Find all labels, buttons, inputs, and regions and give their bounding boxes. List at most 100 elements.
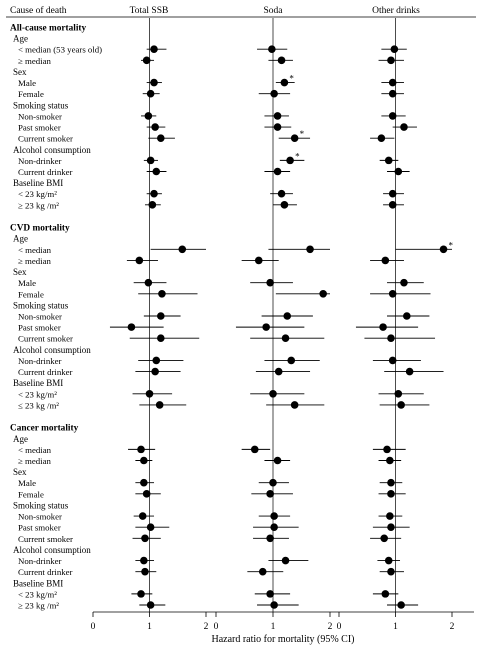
estimate-point [150, 78, 158, 87]
section-label: CVD mortality [10, 224, 70, 234]
estimate-point [146, 89, 155, 98]
estimate-point [277, 189, 286, 198]
row-label: Current drinker [18, 367, 73, 377]
estimate-point [439, 245, 448, 254]
row-label: ≤ 23 kg /m² [18, 400, 59, 410]
row-label: < median [18, 245, 52, 255]
estimate-point [384, 156, 393, 165]
x-axis-label: Hazard ratio for mortality (95% CI) [211, 634, 354, 645]
estimate-point [388, 189, 397, 198]
row-label: Male [18, 78, 36, 88]
row-label: < 23 kg/m² [18, 589, 57, 599]
estimate-point [158, 289, 166, 298]
estimate-point [387, 490, 395, 498]
estimate-point [140, 478, 148, 487]
group-label: Baseline BMI [13, 578, 63, 588]
row-label: ≥ median [18, 256, 52, 266]
estimate-point [287, 356, 296, 365]
row-label: < 23 kg/m² [18, 389, 57, 399]
estimate-point [306, 245, 314, 254]
x-tick-label: 1 [271, 622, 276, 632]
group-label: Baseline BMI [13, 378, 63, 388]
estimate-point [270, 512, 278, 520]
header-soda: Soda [264, 6, 284, 16]
group-label: Age [13, 34, 28, 44]
estimate-point [286, 156, 294, 165]
estimate-point [388, 289, 397, 298]
estimate-point [388, 112, 397, 120]
estimate-point [142, 490, 151, 498]
row-label: Non-smoker [18, 111, 62, 121]
row-label: Female [18, 289, 44, 299]
estimate-point [280, 201, 289, 209]
section-label: Cancer mortality [10, 424, 79, 434]
estimate-point [387, 56, 395, 65]
header-total-ssb: Total SSB [130, 6, 169, 16]
group-label: Smoking status [13, 100, 69, 110]
estimate-point [270, 89, 278, 98]
row-label: < median [18, 445, 52, 455]
estimate-point [280, 78, 289, 87]
group-label: Alcohol consumption [13, 145, 91, 155]
estimate-point [384, 556, 393, 565]
estimate-point [266, 590, 274, 598]
estimate-point [157, 334, 165, 343]
row-label: Current drinker [18, 567, 73, 577]
estimate-point [273, 456, 282, 465]
estimate-point [379, 323, 387, 331]
x-tick-label: 1 [393, 622, 398, 632]
estimate-point [254, 256, 263, 265]
row-label: Past smoker [18, 123, 61, 133]
estimate-point [387, 478, 395, 487]
estimate-point [377, 134, 386, 142]
estimate-point [151, 367, 159, 376]
estimate-point [137, 445, 145, 454]
group-label: Alcohol consumption [13, 345, 91, 355]
estimate-point [141, 567, 149, 576]
group-label: Smoking status [13, 300, 69, 310]
estimate-point [152, 356, 161, 365]
estimate-point [277, 56, 286, 65]
estimate-point [142, 56, 151, 65]
row-label: < median (53 years old) [18, 45, 102, 55]
estimate-point [178, 245, 187, 254]
estimate-point [262, 323, 270, 331]
estimate-point [266, 534, 274, 543]
estimate-point [138, 512, 147, 520]
row-label: Current smoker [18, 134, 73, 144]
header-other-drinks: Other drinks [372, 6, 420, 16]
row-label: ≥ median [18, 56, 52, 66]
estimate-point [150, 45, 158, 54]
estimate-point [388, 356, 397, 365]
row-label: Past smoker [18, 323, 61, 333]
estimate-point [388, 201, 397, 209]
estimate-point [146, 523, 155, 531]
estimate-point [381, 256, 390, 265]
estimate-point [397, 401, 405, 409]
estimate-point [380, 534, 389, 543]
group-label: Baseline BMI [13, 178, 63, 188]
row-label: Non-drinker [18, 556, 62, 566]
row-label: ≥ 23 kg /m² [18, 601, 59, 611]
estimate-point [258, 567, 267, 576]
x-tick-label: 0 [337, 622, 342, 632]
estimate-point [140, 456, 148, 465]
row-label: Female [18, 489, 44, 499]
row-label: Non-smoker [18, 312, 62, 322]
estimate-point [148, 201, 157, 209]
estimate-point [386, 512, 394, 520]
x-tick-label: 2 [450, 622, 455, 632]
estimate-point [146, 601, 155, 609]
row-label: Current smoker [18, 534, 73, 544]
estimate-point [250, 445, 259, 454]
estimate-point [273, 112, 282, 120]
row-label: Current smoker [18, 334, 73, 344]
estimate-point [266, 278, 274, 287]
estimate-point [157, 134, 165, 142]
estimate-point [400, 278, 408, 287]
estimate-point [274, 367, 283, 376]
group-label: Sex [13, 267, 27, 277]
x-tick-label: 0 [91, 622, 96, 632]
row-label: < 23 kg/m² [18, 189, 57, 199]
